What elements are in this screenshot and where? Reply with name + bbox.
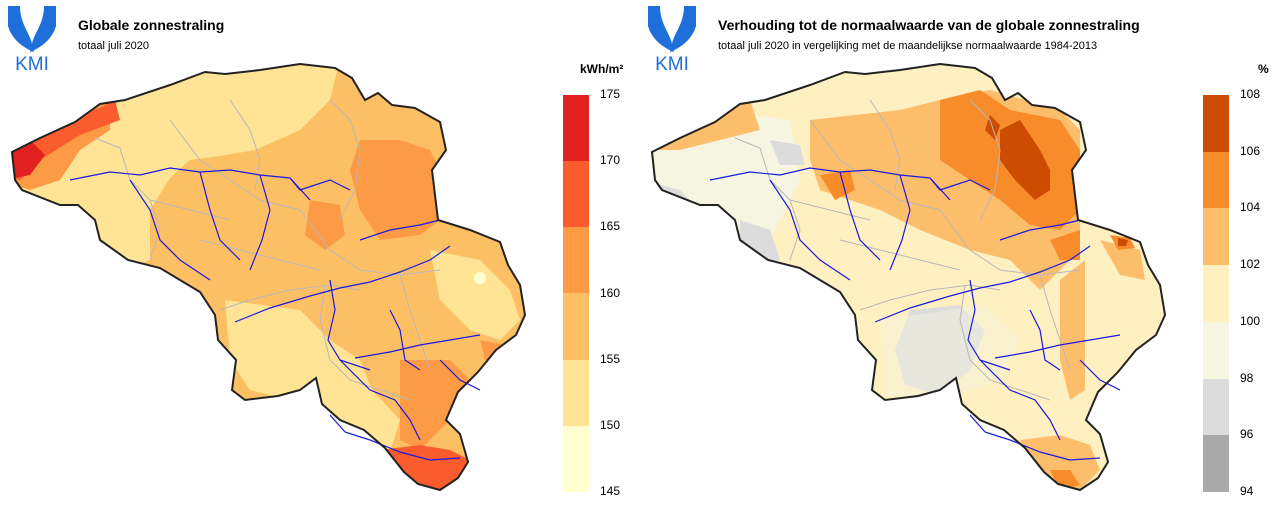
- legend-tick-label: 106: [1240, 143, 1261, 158]
- legend-swatch: [1203, 378, 1229, 436]
- legend-unit: %: [1258, 62, 1269, 76]
- legend-tick-label: 102: [1240, 257, 1261, 272]
- legend-tick-label: 96: [1240, 427, 1254, 442]
- legend-unit: kWh/m²: [580, 62, 624, 76]
- color-legend: [563, 95, 589, 492]
- legend-tick-label: 108: [1240, 87, 1261, 101]
- legend-swatch: [1203, 208, 1229, 266]
- legend-swatch: [1203, 321, 1229, 379]
- legend-tick-label: 145: [600, 484, 621, 498]
- legend-swatch: [1203, 151, 1229, 209]
- legend-swatch: [563, 359, 589, 426]
- legend-swatch: [1203, 435, 1229, 492]
- legend-swatch: [1203, 265, 1229, 322]
- legend-tick-label: 165: [600, 219, 621, 234]
- legend-tick-label: 98: [1240, 370, 1254, 385]
- map-subtitle: totaal juli 2020 in vergelijking met de …: [718, 40, 1098, 52]
- legend-tick-label: 160: [600, 285, 621, 300]
- kmi-logo: KMI: [648, 6, 696, 72]
- legend-swatch: [1203, 95, 1229, 152]
- map-title: Verhouding tot de normaalwaarde van de g…: [718, 17, 1140, 33]
- map-title: Globale zonnestraling: [78, 17, 225, 33]
- belgium-radiation-map: [11, 63, 526, 491]
- legend-swatch: [563, 293, 589, 360]
- legend-tick-label: 104: [1240, 200, 1261, 215]
- panel-radiation-ratio: KMI Verhouding tot de normaalwaarde van …: [640, 0, 1280, 507]
- color-legend: [1203, 95, 1229, 492]
- kmi-logo: KMI: [8, 6, 56, 72]
- legend-swatch: [563, 95, 589, 162]
- map-subtitle: totaal juli 2020: [78, 40, 149, 52]
- legend-tick-label: 175: [600, 87, 621, 101]
- legend-tick-label: 94: [1240, 484, 1254, 498]
- legend-swatch: [563, 161, 589, 228]
- legend-swatch: [563, 425, 589, 492]
- belgium-ratio-map: [651, 63, 1166, 491]
- legend-tick-label: 150: [600, 417, 621, 432]
- legend-tick-label: 170: [600, 153, 621, 168]
- svg-text:KMI: KMI: [15, 54, 49, 72]
- legend-tick-label: 155: [600, 351, 621, 366]
- legend-tick-label: 100: [1240, 313, 1261, 328]
- legend-swatch: [563, 227, 589, 294]
- panel-global-radiation: KMI Globale zonnestraling totaal juli 20…: [8, 6, 624, 498]
- svg-text:KMI: KMI: [655, 54, 689, 72]
